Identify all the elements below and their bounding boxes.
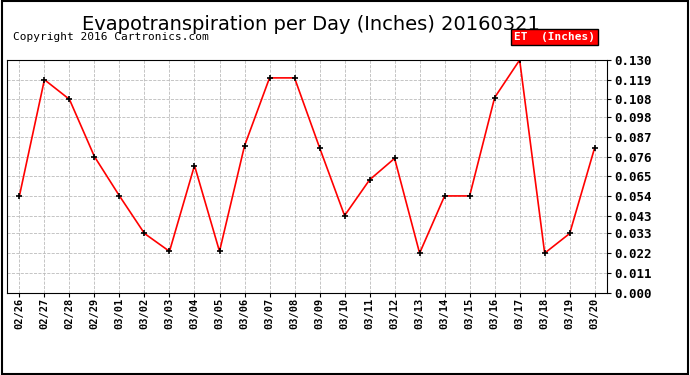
Text: Copyright 2016 Cartronics.com: Copyright 2016 Cartronics.com — [13, 32, 208, 42]
Text: ET  (Inches): ET (Inches) — [514, 32, 595, 42]
Text: Evapotranspiration per Day (Inches) 20160321: Evapotranspiration per Day (Inches) 2016… — [81, 15, 540, 34]
